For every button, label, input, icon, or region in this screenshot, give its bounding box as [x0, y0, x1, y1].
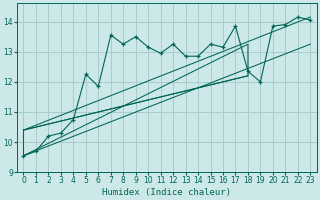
X-axis label: Humidex (Indice chaleur): Humidex (Indice chaleur): [102, 188, 231, 197]
